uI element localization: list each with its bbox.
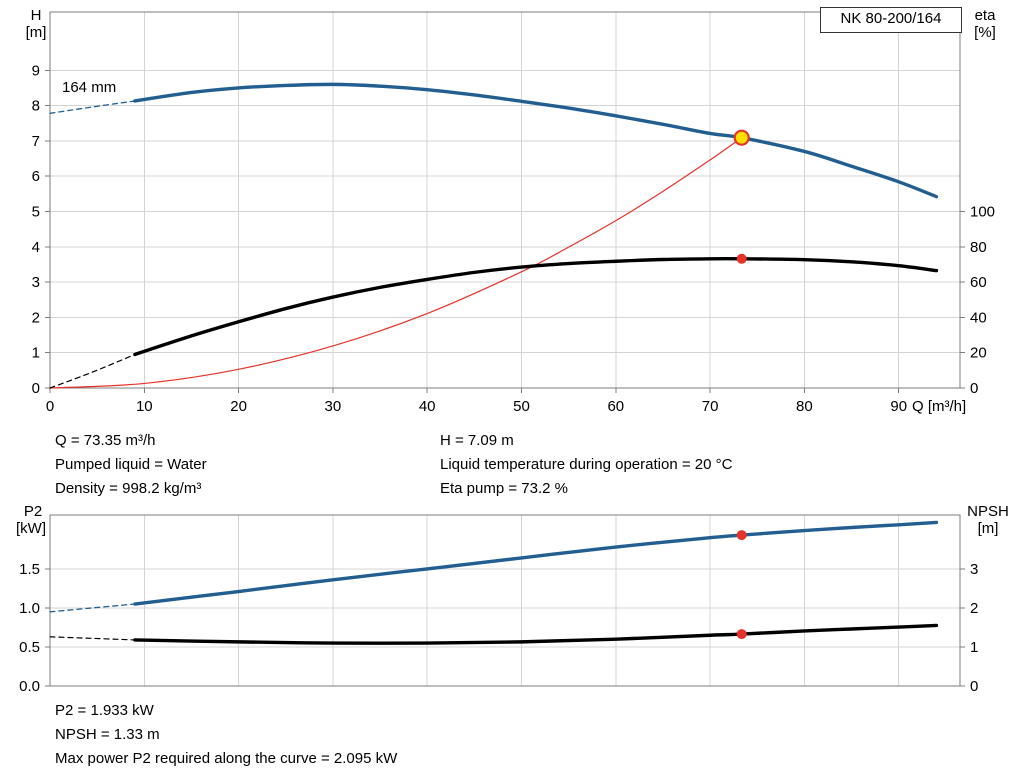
y-left-tick-label: 0.0 <box>19 678 40 695</box>
x-tick-label: 90 <box>890 398 907 415</box>
flow-value-label: Q = 73.35 m³/h <box>55 432 156 449</box>
y-left-tick-label: 6 <box>32 168 40 185</box>
head-value-label: H = 7.09 m <box>440 432 514 449</box>
npsh-value-label: NPSH = 1.33 m <box>55 726 160 743</box>
duty-point-eta <box>736 253 747 264</box>
eta-axis-unit: [%] <box>974 24 996 41</box>
head-curve <box>133 82 939 199</box>
x-tick-label: 0 <box>46 398 54 415</box>
x-tick-label: 80 <box>796 398 813 415</box>
y-left-tick-label: 9 <box>32 62 40 79</box>
y-right-tick-label: 20 <box>970 345 987 362</box>
npsh-curve <box>133 623 939 645</box>
eta-pump-label: Eta pump = 73.2 % <box>440 480 568 497</box>
y-right-tick-label: 80 <box>970 239 987 256</box>
x-tick-label: 20 <box>230 398 247 415</box>
h-axis-title: H <box>30 7 42 24</box>
y-right-tick-label: 0 <box>970 678 978 695</box>
plot-frame <box>49 514 961 687</box>
p2-axis-unit: [kW] <box>16 520 46 537</box>
pump-model-box: NK 80-200/164 <box>820 7 962 33</box>
y-right-tick-label: 3 <box>970 561 978 578</box>
y-left-tick-label: 3 <box>32 274 40 291</box>
x-tick-label: 60 <box>607 398 624 415</box>
head-curve-dashed <box>49 100 136 114</box>
y-right-tick-label: 40 <box>970 309 987 326</box>
duty-point-head <box>733 129 750 146</box>
y-right-tick-label: 0 <box>970 380 978 397</box>
eta-curve <box>133 256 939 357</box>
duty-point-npsh <box>736 629 747 640</box>
impeller-size-label: 164 mm <box>62 79 117 96</box>
y-left-tick-label: 1.0 <box>19 600 40 617</box>
y-left-tick-label: 5 <box>32 203 40 220</box>
liquid-temperature-label: Liquid temperature during operation = 20… <box>440 456 733 473</box>
x-tick-label: 50 <box>513 398 530 415</box>
density-label: Density = 998.2 kg/m³ <box>55 480 202 497</box>
pumped-liquid-label: Pumped liquid = Water <box>55 456 207 473</box>
npsh-curve-dashed <box>49 636 136 641</box>
y-left-tick-label: 7 <box>32 133 40 150</box>
y-right-tick-label: 60 <box>970 274 987 291</box>
eta-curve-dashed <box>49 353 136 389</box>
x-tick-label: 30 <box>325 398 342 415</box>
y-left-tick-label: 1.5 <box>19 561 40 578</box>
duty-point-p2 <box>736 530 747 541</box>
max-power-label: Max power P2 required along the curve = … <box>55 750 398 767</box>
x-tick-label: 70 <box>702 398 719 415</box>
x-tick-label: 10 <box>136 398 153 415</box>
plot-frame <box>49 11 961 389</box>
npsh-axis-title: NPSH <box>967 503 1009 520</box>
y-right-tick-label: 100 <box>970 203 995 220</box>
y-left-tick-label: 4 <box>32 239 40 256</box>
p2-axis-title: P2 <box>23 503 43 520</box>
p2-curve-dashed <box>49 603 136 613</box>
y-left-tick-label: 1 <box>32 345 40 362</box>
eta-axis-title: eta <box>974 7 996 24</box>
y-left-tick-label: 8 <box>32 98 40 115</box>
y-left-tick-label: 0 <box>32 380 40 397</box>
p2-curve <box>133 520 939 606</box>
p2-value-label: P2 = 1.933 kW <box>55 702 154 719</box>
y-left-tick-label: 0.5 <box>19 639 40 656</box>
y-left-tick-label: 2 <box>32 309 40 326</box>
x-tick-label: 40 <box>419 398 436 415</box>
q-axis-title: Q [m³/h] <box>912 398 967 415</box>
npsh-axis-unit: [m] <box>977 520 999 537</box>
y-right-tick-label: 2 <box>970 600 978 617</box>
y-right-tick-label: 1 <box>970 639 978 656</box>
h-axis-unit: [m] <box>25 24 47 41</box>
system-curve <box>49 137 743 389</box>
